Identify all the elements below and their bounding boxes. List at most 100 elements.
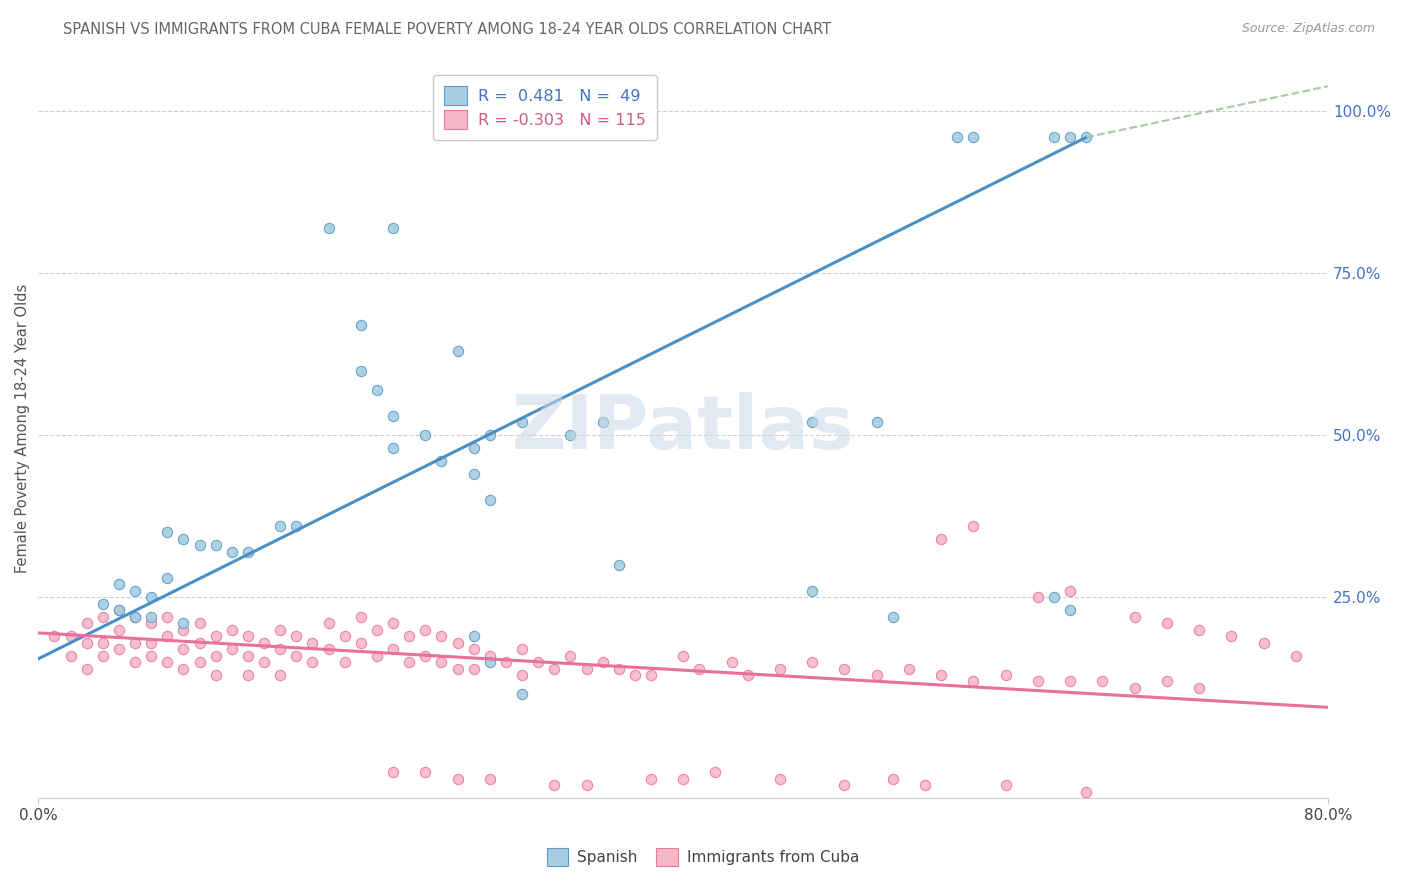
Point	[124, 609, 146, 624]
Point	[366, 623, 388, 637]
Point	[624, 668, 647, 682]
Point	[172, 623, 194, 637]
Point	[801, 655, 824, 669]
Point	[156, 629, 179, 643]
Point	[204, 648, 226, 663]
Point	[463, 642, 485, 657]
Point	[76, 635, 98, 649]
Point	[108, 623, 131, 637]
Point	[430, 454, 453, 468]
Point	[188, 616, 211, 631]
Point	[478, 772, 501, 786]
Point	[607, 558, 630, 572]
Legend: R =  0.481   N =  49, R = -0.303   N = 115: R = 0.481 N = 49, R = -0.303 N = 115	[433, 75, 657, 140]
Point	[446, 635, 468, 649]
Point	[253, 655, 276, 669]
Point	[236, 668, 259, 682]
Point	[91, 635, 114, 649]
Point	[914, 778, 936, 792]
Point	[236, 629, 259, 643]
Point	[204, 629, 226, 643]
Point	[801, 415, 824, 429]
Point	[124, 583, 146, 598]
Point	[430, 629, 453, 643]
Point	[269, 668, 291, 682]
Y-axis label: Female Poverty Among 18-24 Year Olds: Female Poverty Among 18-24 Year Olds	[15, 285, 30, 574]
Point	[1059, 603, 1081, 617]
Point	[962, 130, 984, 145]
Point	[737, 668, 759, 682]
Point	[285, 629, 308, 643]
Point	[463, 467, 485, 482]
Point	[318, 221, 340, 235]
Point	[866, 668, 889, 682]
Point	[413, 648, 436, 663]
Point	[543, 778, 565, 792]
Point	[1156, 674, 1178, 689]
Legend: Spanish, Immigrants from Cuba: Spanish, Immigrants from Cuba	[540, 841, 866, 873]
Point	[382, 409, 405, 423]
Point	[478, 648, 501, 663]
Point	[172, 532, 194, 546]
Point	[253, 635, 276, 649]
Point	[769, 772, 792, 786]
Point	[172, 661, 194, 675]
Point	[285, 519, 308, 533]
Point	[124, 655, 146, 669]
Point	[413, 765, 436, 780]
Point	[1188, 623, 1211, 637]
Point	[446, 661, 468, 675]
Point	[478, 493, 501, 508]
Point	[413, 428, 436, 442]
Point	[560, 648, 582, 663]
Point	[269, 642, 291, 657]
Point	[141, 609, 163, 624]
Point	[188, 538, 211, 552]
Point	[1043, 591, 1066, 605]
Point	[204, 668, 226, 682]
Point	[510, 415, 533, 429]
Point	[141, 616, 163, 631]
Point	[108, 577, 131, 591]
Point	[236, 648, 259, 663]
Point	[1076, 784, 1098, 798]
Point	[108, 642, 131, 657]
Point	[333, 629, 356, 643]
Point	[350, 609, 373, 624]
Text: ZIPatlas: ZIPatlas	[512, 392, 855, 466]
Point	[1059, 583, 1081, 598]
Point	[59, 648, 82, 663]
Point	[463, 661, 485, 675]
Point	[141, 635, 163, 649]
Point	[318, 616, 340, 631]
Point	[463, 629, 485, 643]
Point	[946, 130, 969, 145]
Point	[592, 655, 614, 669]
Point	[156, 571, 179, 585]
Point	[124, 609, 146, 624]
Point	[382, 442, 405, 456]
Point	[382, 642, 405, 657]
Point	[882, 609, 904, 624]
Point	[44, 629, 66, 643]
Point	[382, 221, 405, 235]
Point	[188, 655, 211, 669]
Point	[301, 635, 323, 649]
Point	[1043, 130, 1066, 145]
Point	[834, 778, 856, 792]
Point	[333, 655, 356, 669]
Point	[204, 538, 226, 552]
Point	[994, 778, 1017, 792]
Point	[897, 661, 920, 675]
Point	[91, 597, 114, 611]
Point	[510, 668, 533, 682]
Point	[91, 648, 114, 663]
Point	[1156, 616, 1178, 631]
Point	[269, 519, 291, 533]
Point	[398, 629, 420, 643]
Point	[91, 609, 114, 624]
Point	[478, 655, 501, 669]
Point	[575, 661, 598, 675]
Point	[350, 635, 373, 649]
Point	[269, 623, 291, 637]
